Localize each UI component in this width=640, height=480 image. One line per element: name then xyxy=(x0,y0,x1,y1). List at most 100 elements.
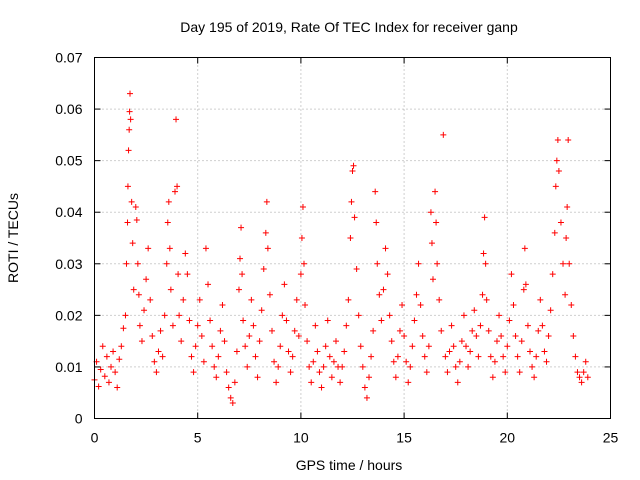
data-point xyxy=(553,157,560,164)
data-point xyxy=(188,353,195,360)
chart-title: Day 195 of 2019, Rate Of TEC Index for r… xyxy=(180,19,518,35)
data-point xyxy=(266,291,273,298)
data-point xyxy=(498,332,505,339)
data-point xyxy=(166,245,173,252)
data-point xyxy=(260,265,267,272)
data-point xyxy=(384,271,391,278)
data-point xyxy=(124,183,131,190)
data-point xyxy=(554,137,561,144)
data-point xyxy=(205,281,212,288)
data-point xyxy=(366,374,373,381)
data-point xyxy=(128,198,135,205)
data-point xyxy=(373,219,380,226)
data-point xyxy=(264,245,271,252)
data-point xyxy=(563,235,570,241)
data-point xyxy=(242,343,249,350)
data-point xyxy=(320,363,327,370)
data-point xyxy=(151,358,158,365)
data-point xyxy=(136,322,143,329)
data-point xyxy=(374,260,381,267)
data-point xyxy=(256,338,263,345)
data-point xyxy=(438,327,445,334)
data-point xyxy=(213,374,220,381)
data-point xyxy=(390,358,397,365)
data-point xyxy=(428,240,435,247)
data-point xyxy=(229,400,236,407)
data-point xyxy=(167,286,174,293)
data-point xyxy=(118,343,125,350)
y-tick-labels: 0 0.01 0.02 0.03 0.04 0.05 0.06 0.07 xyxy=(55,50,82,427)
data-point xyxy=(231,379,238,386)
data-point xyxy=(456,358,463,365)
data-point xyxy=(560,260,567,267)
data-point xyxy=(357,343,364,350)
data-point xyxy=(370,327,377,334)
data-point xyxy=(582,358,589,365)
data-point xyxy=(202,245,209,252)
data-point xyxy=(557,219,564,226)
data-point xyxy=(566,260,573,267)
data-point xyxy=(252,353,259,360)
data-point xyxy=(244,363,251,370)
data-point xyxy=(190,369,197,376)
data-point xyxy=(192,343,199,350)
x-tick-label: 15 xyxy=(396,430,412,446)
data-point xyxy=(258,307,265,314)
data-point xyxy=(116,356,123,363)
data-point xyxy=(138,338,145,345)
data-point xyxy=(322,343,329,350)
data-point xyxy=(164,219,171,226)
data-point xyxy=(287,369,294,376)
data-point xyxy=(378,317,385,324)
data-point xyxy=(568,302,575,309)
data-point xyxy=(341,348,348,355)
data-point xyxy=(529,363,536,370)
data-point xyxy=(541,348,548,355)
data-point xyxy=(411,317,418,324)
data-point xyxy=(487,353,494,360)
data-point xyxy=(155,348,162,355)
data-point xyxy=(570,332,577,339)
data-point xyxy=(235,286,242,293)
x-tick-labels: 0 5 10 15 20 25 xyxy=(91,430,619,446)
data-point xyxy=(126,108,133,115)
data-point xyxy=(442,353,449,360)
data-point xyxy=(225,384,232,391)
data-point xyxy=(427,209,434,216)
data-point xyxy=(240,317,247,324)
data-point xyxy=(337,379,344,386)
data-point xyxy=(125,147,132,154)
data-point xyxy=(300,260,307,267)
data-point xyxy=(493,338,500,345)
data-point xyxy=(433,219,440,226)
x-tick-label: 25 xyxy=(603,430,619,446)
data-point xyxy=(458,338,465,345)
data-point xyxy=(421,353,428,360)
data-point xyxy=(415,260,422,267)
data-point xyxy=(545,332,552,339)
data-point xyxy=(165,198,172,205)
data-point xyxy=(399,302,406,309)
data-point xyxy=(524,322,531,329)
data-point xyxy=(135,291,142,298)
data-point xyxy=(471,307,478,314)
data-point xyxy=(477,322,484,329)
data-point xyxy=(297,271,304,278)
data-point xyxy=(376,291,383,298)
data-point xyxy=(143,276,150,283)
data-point xyxy=(99,343,106,350)
data-point xyxy=(326,353,333,360)
data-point xyxy=(353,265,360,272)
data-point xyxy=(450,343,457,350)
data-point xyxy=(351,214,358,221)
data-point xyxy=(482,260,489,267)
data-point xyxy=(250,322,257,329)
data-point xyxy=(194,322,201,329)
data-point xyxy=(277,343,284,350)
data-point xyxy=(207,317,214,324)
data-point xyxy=(180,296,187,303)
data-points xyxy=(91,90,591,407)
data-point xyxy=(403,358,410,365)
data-point xyxy=(531,374,538,381)
data-point xyxy=(209,343,216,350)
